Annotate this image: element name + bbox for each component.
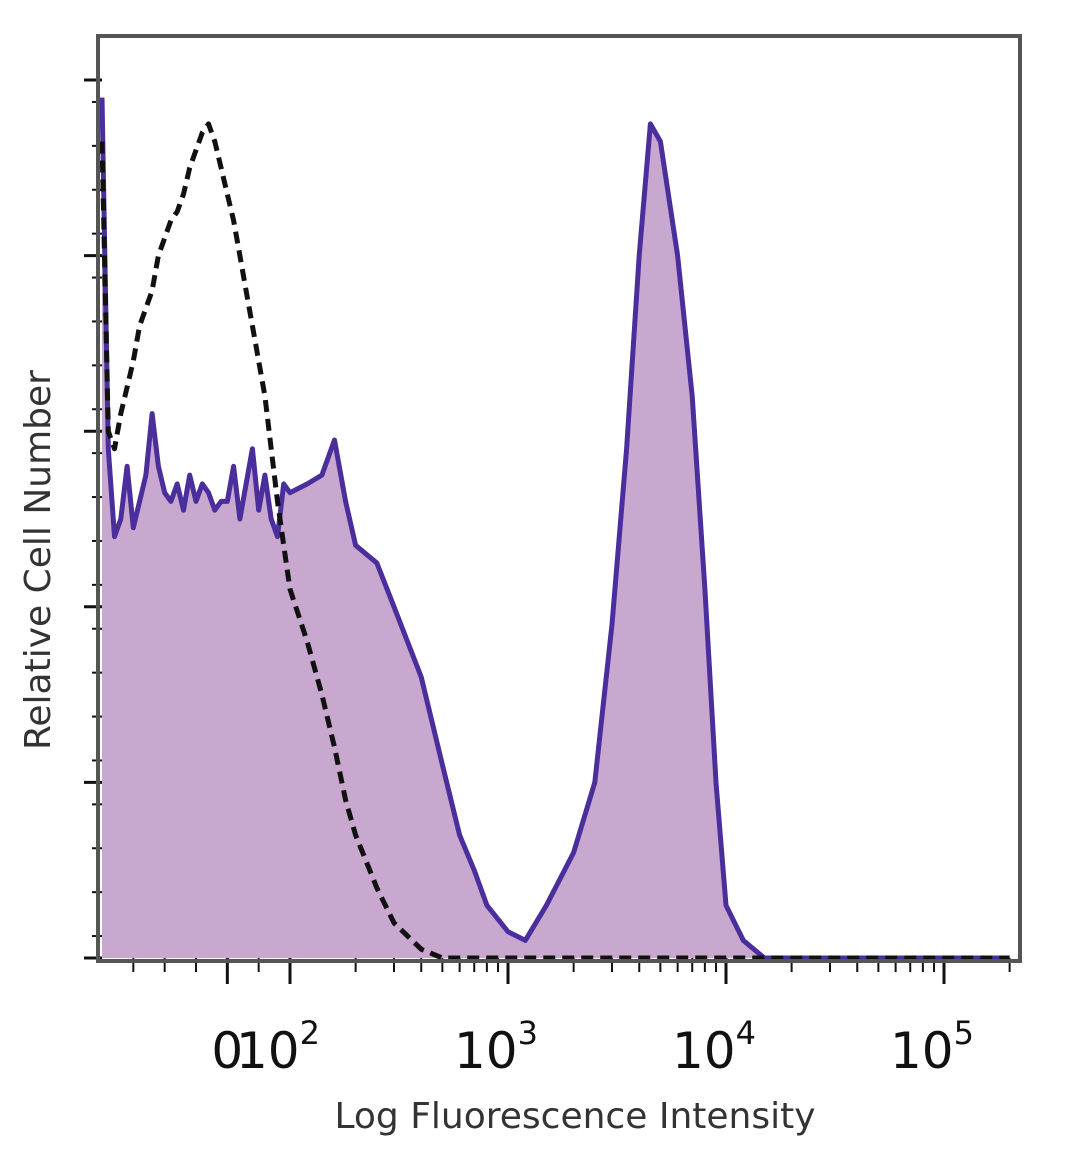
series-0-fill: [102, 97, 1010, 959]
x-tick-label: 0: [211, 1022, 243, 1080]
series-layer: [99, 97, 1010, 961]
x-axis-title: Log Fluorescence Intensity: [334, 1096, 815, 1137]
plot-frame: [96, 34, 1022, 963]
x-tick-exponent: 5: [954, 1014, 974, 1052]
x-tick-label: 103: [454, 1014, 538, 1080]
x-tick-label: 102: [236, 1014, 320, 1080]
y-axis-title: Relative Cell Number: [18, 370, 59, 750]
x-tick-exponent: 4: [736, 1014, 756, 1052]
series-1-line: [99, 121, 1010, 961]
series-0-line: [99, 97, 1010, 961]
x-tick-label: 104: [672, 1014, 756, 1080]
x-tick-exponent: 2: [300, 1014, 320, 1052]
x-tick-exponent: 3: [518, 1014, 538, 1052]
x-tick-label: 105: [890, 1014, 974, 1080]
